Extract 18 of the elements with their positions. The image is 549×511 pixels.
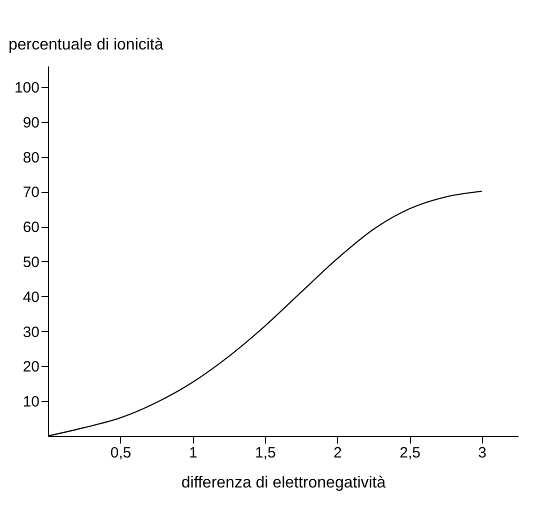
x-tick-label: 0,5 [110, 444, 132, 462]
x-tick-label: 3 [478, 444, 487, 462]
y-tick-label: 80 [22, 149, 40, 166]
x-tick-label: 1,5 [254, 444, 276, 462]
x-tick-label: 1 [188, 444, 198, 462]
x-tick-label: 2 [334, 444, 342, 462]
y-tick-label: 20 [22, 358, 40, 376]
y-tick-label: 30 [22, 324, 40, 341]
y-tick-label: 50 [22, 254, 40, 271]
x-axis-title: differenza di elettronegatività [181, 474, 386, 492]
y-tick-label: 100 [14, 79, 40, 96]
y-tick-label: 40 [22, 288, 40, 306]
y-tick-label: 90 [22, 114, 40, 132]
y-tick-label: 10 [22, 394, 40, 411]
y-tick-label: 70 [22, 184, 40, 202]
y-axis-title: percentuale di ionicità [8, 36, 164, 54]
x-tick-label: 2,5 [400, 444, 420, 462]
y-tick-label: 60 [22, 219, 40, 236]
